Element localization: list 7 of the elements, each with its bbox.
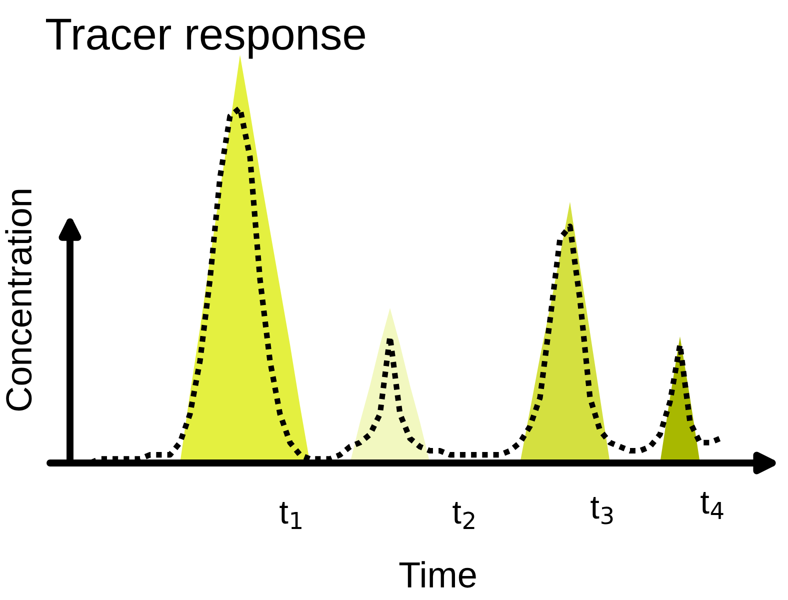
text: t$_{2}$ bbox=[452, 502, 474, 529]
text: t$_{3}$ bbox=[590, 496, 613, 524]
text: t$_{1}$ bbox=[280, 502, 302, 529]
y-axis-title: Concentration bbox=[5, 190, 32, 411]
text: t$_{4}$ bbox=[700, 492, 724, 519]
x-axis-title: Time bbox=[399, 561, 476, 588]
chart-title: Tracer response bbox=[46, 18, 365, 59]
